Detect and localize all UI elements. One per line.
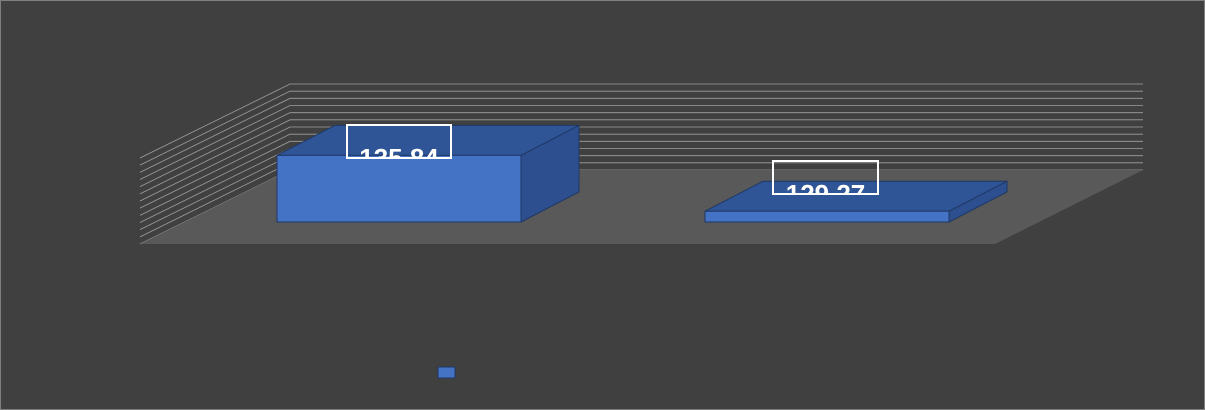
gridline: [139, 112, 1143, 188]
legend[interactable]: [437, 366, 456, 379]
gridline: [139, 140, 1143, 216]
legend-swatch: [437, 366, 456, 379]
data-label-text: 129.27: [786, 179, 866, 209]
bar-2[interactable]: 129.27: [704, 160, 1008, 223]
bar-front-face: [704, 210, 950, 223]
gridline: [139, 119, 1143, 195]
gridline: [139, 83, 1143, 159]
gridline: [139, 105, 1143, 180]
gridline: [139, 97, 1143, 173]
bar-1[interactable]: 135.84: [276, 124, 580, 223]
data-label-text: 135.84: [359, 143, 439, 173]
bars: 135.84 129.27: [276, 124, 1008, 223]
gridline: [139, 133, 1143, 209]
data-label-box: [772, 160, 879, 195]
data-label: 135.84: [346, 124, 452, 173]
gridline: [139, 126, 1143, 202]
bar-front-face: [276, 154, 522, 223]
gridline: [139, 90, 1143, 166]
data-label-box: [346, 124, 452, 159]
data-label: 129.27: [772, 160, 879, 209]
